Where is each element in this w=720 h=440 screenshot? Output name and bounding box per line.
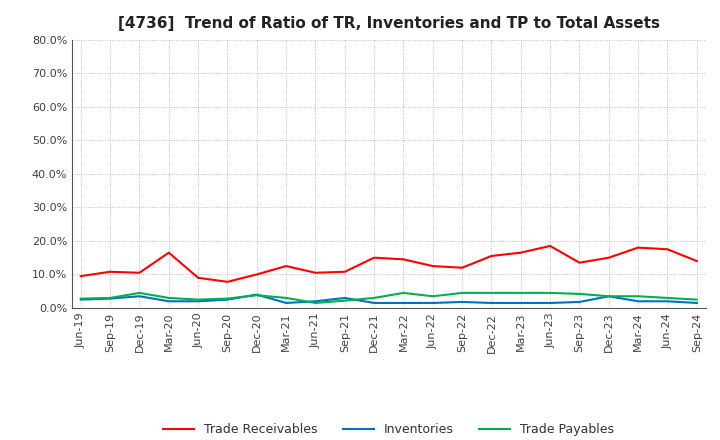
- Inventories: [194, 299, 202, 304]
- Trade Payables: [76, 296, 85, 301]
- Inventories: [605, 293, 613, 299]
- Trade Payables: [693, 297, 701, 302]
- Trade Receivables: [76, 274, 85, 279]
- Trade Receivables: [428, 264, 437, 269]
- Trade Payables: [458, 290, 467, 296]
- Inventories: [253, 292, 261, 297]
- Inventories: [106, 296, 114, 301]
- Trade Receivables: [693, 258, 701, 264]
- Inventories: [311, 299, 320, 304]
- Trade Receivables: [282, 264, 290, 269]
- Inventories: [693, 301, 701, 306]
- Inventories: [487, 301, 496, 306]
- Trade Payables: [164, 295, 173, 301]
- Inventories: [135, 293, 144, 299]
- Title: [4736]  Trend of Ratio of TR, Inventories and TP to Total Assets: [4736] Trend of Ratio of TR, Inventories…: [118, 16, 660, 32]
- Trade Payables: [341, 298, 349, 303]
- Trade Receivables: [370, 255, 379, 260]
- Trade Receivables: [399, 257, 408, 262]
- Trade Receivables: [135, 270, 144, 275]
- Trade Payables: [399, 290, 408, 296]
- Trade Receivables: [311, 270, 320, 275]
- Trade Payables: [605, 293, 613, 299]
- Trade Payables: [253, 293, 261, 298]
- Inventories: [458, 299, 467, 304]
- Trade Payables: [487, 290, 496, 296]
- Inventories: [428, 301, 437, 306]
- Inventories: [341, 295, 349, 301]
- Legend: Trade Receivables, Inventories, Trade Payables: Trade Receivables, Inventories, Trade Pa…: [158, 418, 619, 440]
- Trade Receivables: [253, 272, 261, 277]
- Trade Payables: [370, 295, 379, 301]
- Trade Payables: [428, 293, 437, 299]
- Trade Receivables: [223, 279, 232, 285]
- Inventories: [282, 301, 290, 306]
- Trade Receivables: [634, 245, 642, 250]
- Inventories: [223, 297, 232, 302]
- Trade Payables: [194, 297, 202, 302]
- Trade Receivables: [164, 250, 173, 255]
- Line: Trade Payables: Trade Payables: [81, 293, 697, 303]
- Trade Payables: [282, 295, 290, 301]
- Inventories: [370, 301, 379, 306]
- Trade Receivables: [663, 247, 672, 252]
- Trade Payables: [575, 291, 584, 297]
- Trade Receivables: [575, 260, 584, 265]
- Trade Receivables: [546, 243, 554, 249]
- Inventories: [663, 299, 672, 304]
- Inventories: [634, 299, 642, 304]
- Trade Receivables: [487, 253, 496, 259]
- Trade Receivables: [516, 250, 525, 255]
- Trade Receivables: [106, 269, 114, 275]
- Trade Receivables: [458, 265, 467, 270]
- Inventories: [164, 299, 173, 304]
- Trade Payables: [634, 293, 642, 299]
- Inventories: [399, 301, 408, 306]
- Trade Receivables: [194, 275, 202, 280]
- Line: Trade Receivables: Trade Receivables: [81, 246, 697, 282]
- Trade Payables: [311, 301, 320, 306]
- Trade Payables: [516, 290, 525, 296]
- Trade Payables: [663, 295, 672, 301]
- Trade Payables: [223, 296, 232, 301]
- Trade Payables: [135, 290, 144, 296]
- Trade Receivables: [605, 255, 613, 260]
- Inventories: [76, 297, 85, 302]
- Inventories: [516, 301, 525, 306]
- Inventories: [546, 301, 554, 306]
- Trade Receivables: [341, 269, 349, 275]
- Trade Payables: [546, 290, 554, 296]
- Trade Payables: [106, 295, 114, 301]
- Line: Inventories: Inventories: [81, 295, 697, 303]
- Inventories: [575, 299, 584, 304]
